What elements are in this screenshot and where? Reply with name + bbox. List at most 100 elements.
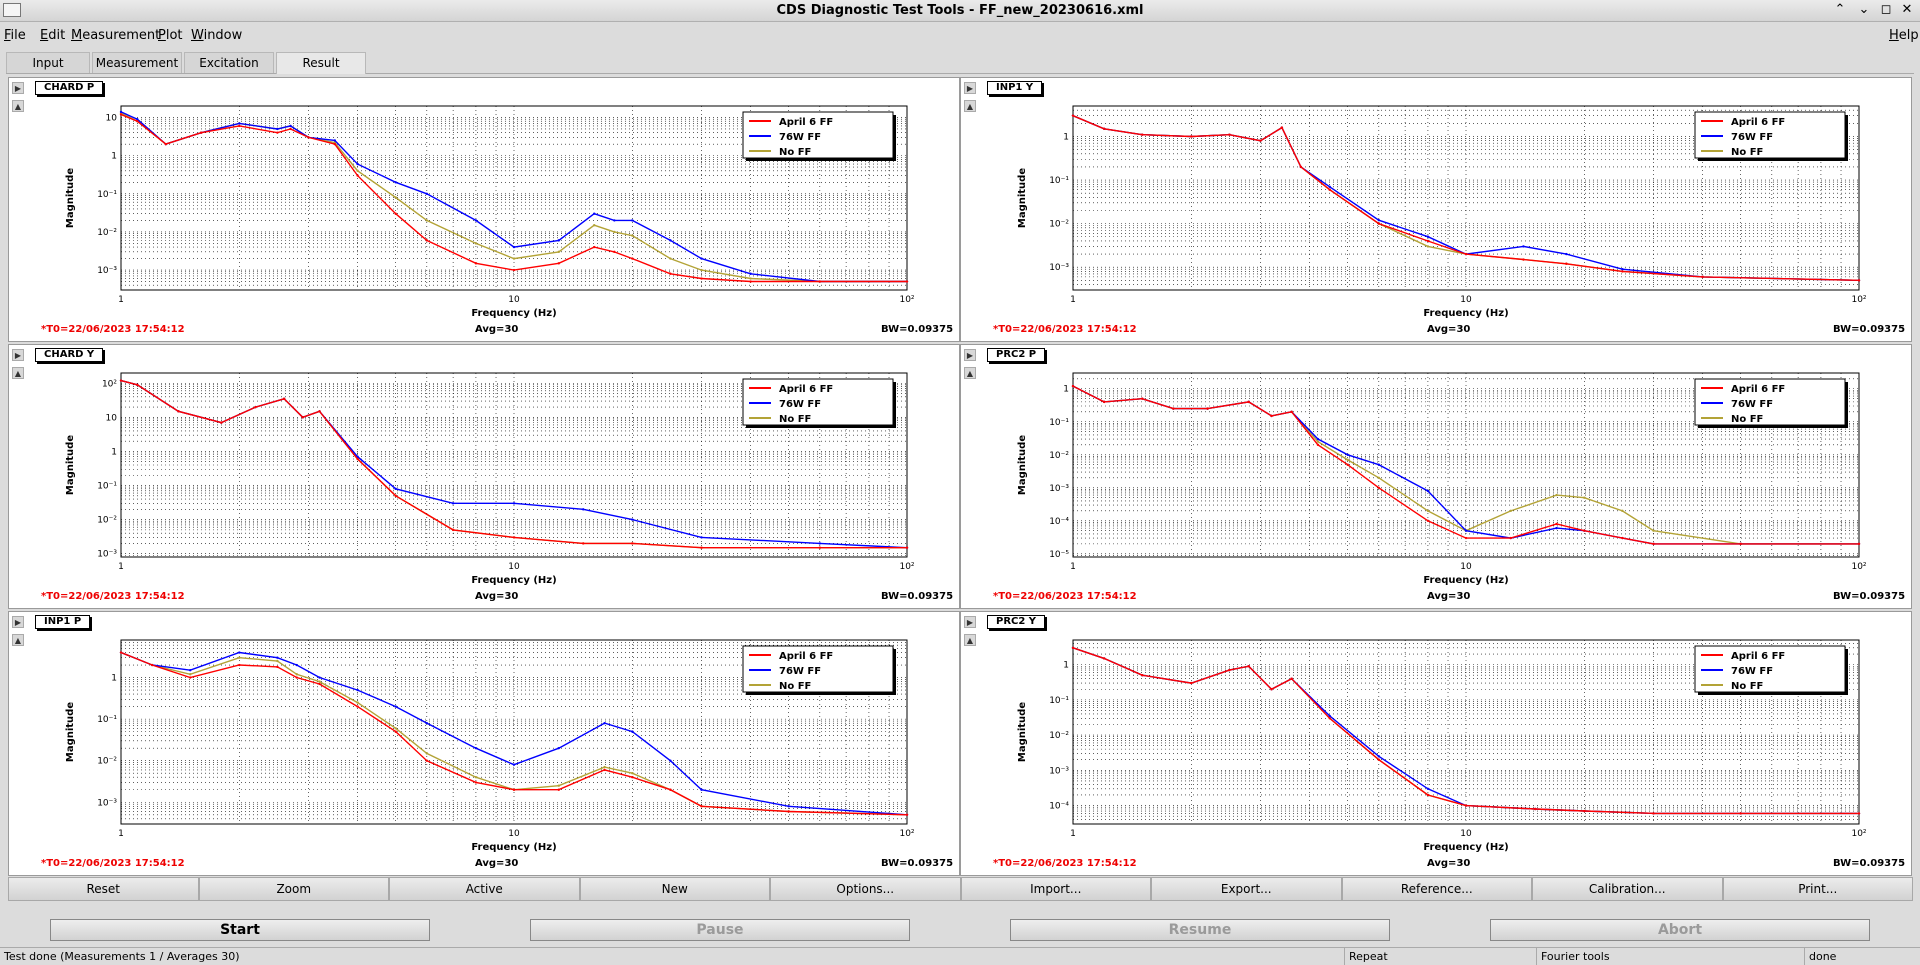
- data-point: [1621, 536, 1624, 540]
- active-button[interactable]: Active: [389, 877, 580, 901]
- menu-edit[interactable]: Edit: [40, 28, 66, 43]
- reference-button[interactable]: Reference...: [1341, 877, 1532, 901]
- menu-file[interactable]: File: [4, 28, 26, 43]
- data-point: [905, 280, 909, 283]
- x-tick-label: 10: [1460, 562, 1472, 572]
- data-point: [1377, 486, 1381, 489]
- plot-prc2-y[interactable]: 1 10 10² 1 10⁻¹ 10⁻² 10⁻³ 10⁻⁴ Frequency (Hz) Mag…: [961, 612, 1911, 875]
- data-point: [905, 813, 909, 816]
- import-button[interactable]: Import...: [960, 877, 1151, 901]
- data-point: [1377, 463, 1381, 466]
- resume-button[interactable]: Resume: [1010, 919, 1390, 941]
- x-tick-label: 1: [118, 829, 124, 839]
- expand-arrow-icon[interactable]: ▶: [12, 82, 24, 94]
- data-point: [613, 250, 616, 254]
- print-button[interactable]: Print...: [1722, 877, 1913, 901]
- data-point: [356, 705, 359, 708]
- data-point: [394, 494, 397, 497]
- data-point: [474, 242, 478, 245]
- y-axis-label: Magnitude: [1017, 435, 1028, 495]
- app-icon[interactable]: [3, 3, 21, 17]
- plot-prc2-p[interactable]: 1 10 10² 1 10⁻¹ 10⁻² 10⁻³ 10⁻⁴ 10⁻⁵ Frequency (Hz…: [961, 345, 1911, 608]
- start-button[interactable]: Start: [50, 919, 430, 941]
- data-point: [557, 788, 560, 791]
- collapse-arrow-icon[interactable]: ▲: [964, 100, 976, 112]
- data-point: [136, 383, 139, 387]
- average-label: Avg=30: [475, 324, 519, 335]
- data-point: [119, 379, 123, 382]
- plot-button-row: Reset Zoom Active New Options... Import.…: [8, 877, 1913, 901]
- data-point: [669, 239, 672, 242]
- data-point: [301, 416, 304, 419]
- minimize-icon[interactable]: ⌃: [1834, 2, 1846, 17]
- new-button[interactable]: New: [579, 877, 770, 901]
- plot-chard-y[interactable]: 1 10 10² 10² 10 1 10⁻¹ 10⁻² 10⁻³ Frequency (Hz) Ma…: [9, 345, 959, 608]
- plot-pane-inp1-y[interactable]: ▶ ▲ 1 10 10² 1 10⁻¹ 10⁻² 10⁻³ Frequency (Hz) Magni…: [960, 77, 1912, 342]
- data-point: [150, 663, 154, 667]
- calibration-button[interactable]: Calibration...: [1532, 877, 1723, 901]
- menu-plot[interactable]: Plot: [158, 28, 183, 43]
- expand-arrow-icon[interactable]: ▶: [964, 616, 976, 628]
- data-point: [318, 676, 321, 679]
- y-tick-label: 10⁻³: [97, 266, 117, 276]
- restore-icon[interactable]: ⌄: [1858, 2, 1870, 17]
- pause-button[interactable]: Pause: [530, 919, 910, 941]
- tab-excitation[interactable]: Excitation: [184, 52, 274, 73]
- status-message: Test done (Measurements 1 / Averages 30): [4, 950, 240, 963]
- plot-title[interactable]: PRC2 P: [987, 348, 1046, 362]
- plot-title[interactable]: CHARD Y: [35, 348, 104, 362]
- data-point: [1328, 714, 1331, 718]
- plot-pane-inp1-p[interactable]: ▶ ▲ 1 10 10² 1 10⁻¹ 10⁻² 10⁻³ Frequency (Hz) Magni…: [8, 611, 960, 876]
- zoom-button[interactable]: Zoom: [198, 877, 389, 901]
- plot-pane-chard-p[interactable]: ▶ ▲ 1 10 10² 10 1 10⁻¹ 10⁻² 10⁻³ Frequency (Hz) Mag…: [8, 77, 960, 342]
- options-button[interactable]: Options...: [770, 877, 961, 901]
- plot-pane-prc2-p[interactable]: ▶ ▲ 1 10 10² 1 10⁻¹ 10⁻² 10⁻³ 10⁻⁴ 10⁻⁵ Frequency (…: [960, 344, 1912, 609]
- plot-pane-prc2-y[interactable]: ▶ ▲ 1 10 10² 1 10⁻¹ 10⁻² 10⁻³ 10⁻⁴ Frequency (Hz) M…: [960, 611, 1912, 876]
- average-label: Avg=30: [475, 591, 519, 602]
- data-point: [1555, 493, 1558, 497]
- y-tick-label: 10⁻²: [97, 228, 117, 238]
- plot-chard-p[interactable]: 1 10 10² 10 1 10⁻¹ 10⁻² 10⁻³ Frequency (Hz) Magni…: [9, 78, 959, 341]
- average-label: Avg=30: [1427, 858, 1471, 869]
- maximize-icon[interactable]: ◻: [1880, 2, 1892, 17]
- plot-title[interactable]: PRC2 Y: [987, 615, 1046, 629]
- close-icon[interactable]: ✕: [1901, 2, 1913, 17]
- data-point: [1071, 384, 1075, 388]
- expand-arrow-icon[interactable]: ▶: [964, 82, 976, 94]
- plot-inp1-y[interactable]: 1 10 10² 1 10⁻¹ 10⁻² 10⁻³ Frequency (Hz) Magnitu…: [961, 78, 1911, 341]
- data-point: [1316, 443, 1320, 447]
- collapse-arrow-icon[interactable]: ▲: [12, 367, 24, 379]
- x-tick-label: 1: [1070, 295, 1076, 305]
- collapse-arrow-icon[interactable]: ▲: [12, 634, 24, 646]
- tab-measurement[interactable]: Measurement: [92, 52, 182, 73]
- collapse-arrow-icon[interactable]: ▲: [964, 634, 976, 646]
- y-axis-label: Magnitude: [1017, 702, 1028, 762]
- x-tick-label: 1: [118, 562, 124, 572]
- legend-label: April 6 FF: [1731, 651, 1785, 662]
- data-point: [1377, 758, 1381, 761]
- collapse-arrow-icon[interactable]: ▲: [964, 367, 976, 379]
- data-point: [220, 421, 223, 424]
- expand-arrow-icon[interactable]: ▶: [12, 349, 24, 361]
- plot-inp1-p[interactable]: 1 10 10² 1 10⁻¹ 10⁻² 10⁻³ Frequency (Hz) Magnitu…: [9, 612, 959, 875]
- menu-window[interactable]: Window: [191, 28, 243, 43]
- collapse-arrow-icon[interactable]: ▲: [12, 100, 24, 112]
- data-point: [603, 765, 606, 769]
- data-point: [356, 457, 359, 461]
- plot-title[interactable]: INP1 Y: [987, 81, 1043, 95]
- reset-button[interactable]: Reset: [8, 877, 199, 901]
- plot-pane-chard-y[interactable]: ▶ ▲ 1 10 10² 10² 10 1 10⁻¹ 10⁻² 10⁻³ Frequency (Hz)…: [8, 344, 960, 609]
- plot-title[interactable]: CHARD P: [35, 81, 104, 95]
- tab-input[interactable]: Input: [6, 52, 90, 73]
- data-point: [1247, 400, 1250, 404]
- menu-help[interactable]: Help: [1889, 28, 1919, 43]
- expand-arrow-icon[interactable]: ▶: [964, 349, 976, 361]
- export-button[interactable]: Export...: [1151, 877, 1342, 901]
- abort-button[interactable]: Abort: [1490, 919, 1870, 941]
- tab-result[interactable]: Result: [276, 52, 366, 74]
- menu-measurement[interactable]: Measurement: [71, 28, 161, 43]
- data-point: [557, 250, 560, 254]
- data-point: [295, 673, 298, 676]
- expand-arrow-icon[interactable]: ▶: [12, 616, 24, 628]
- plot-title[interactable]: INP1 P: [35, 615, 91, 629]
